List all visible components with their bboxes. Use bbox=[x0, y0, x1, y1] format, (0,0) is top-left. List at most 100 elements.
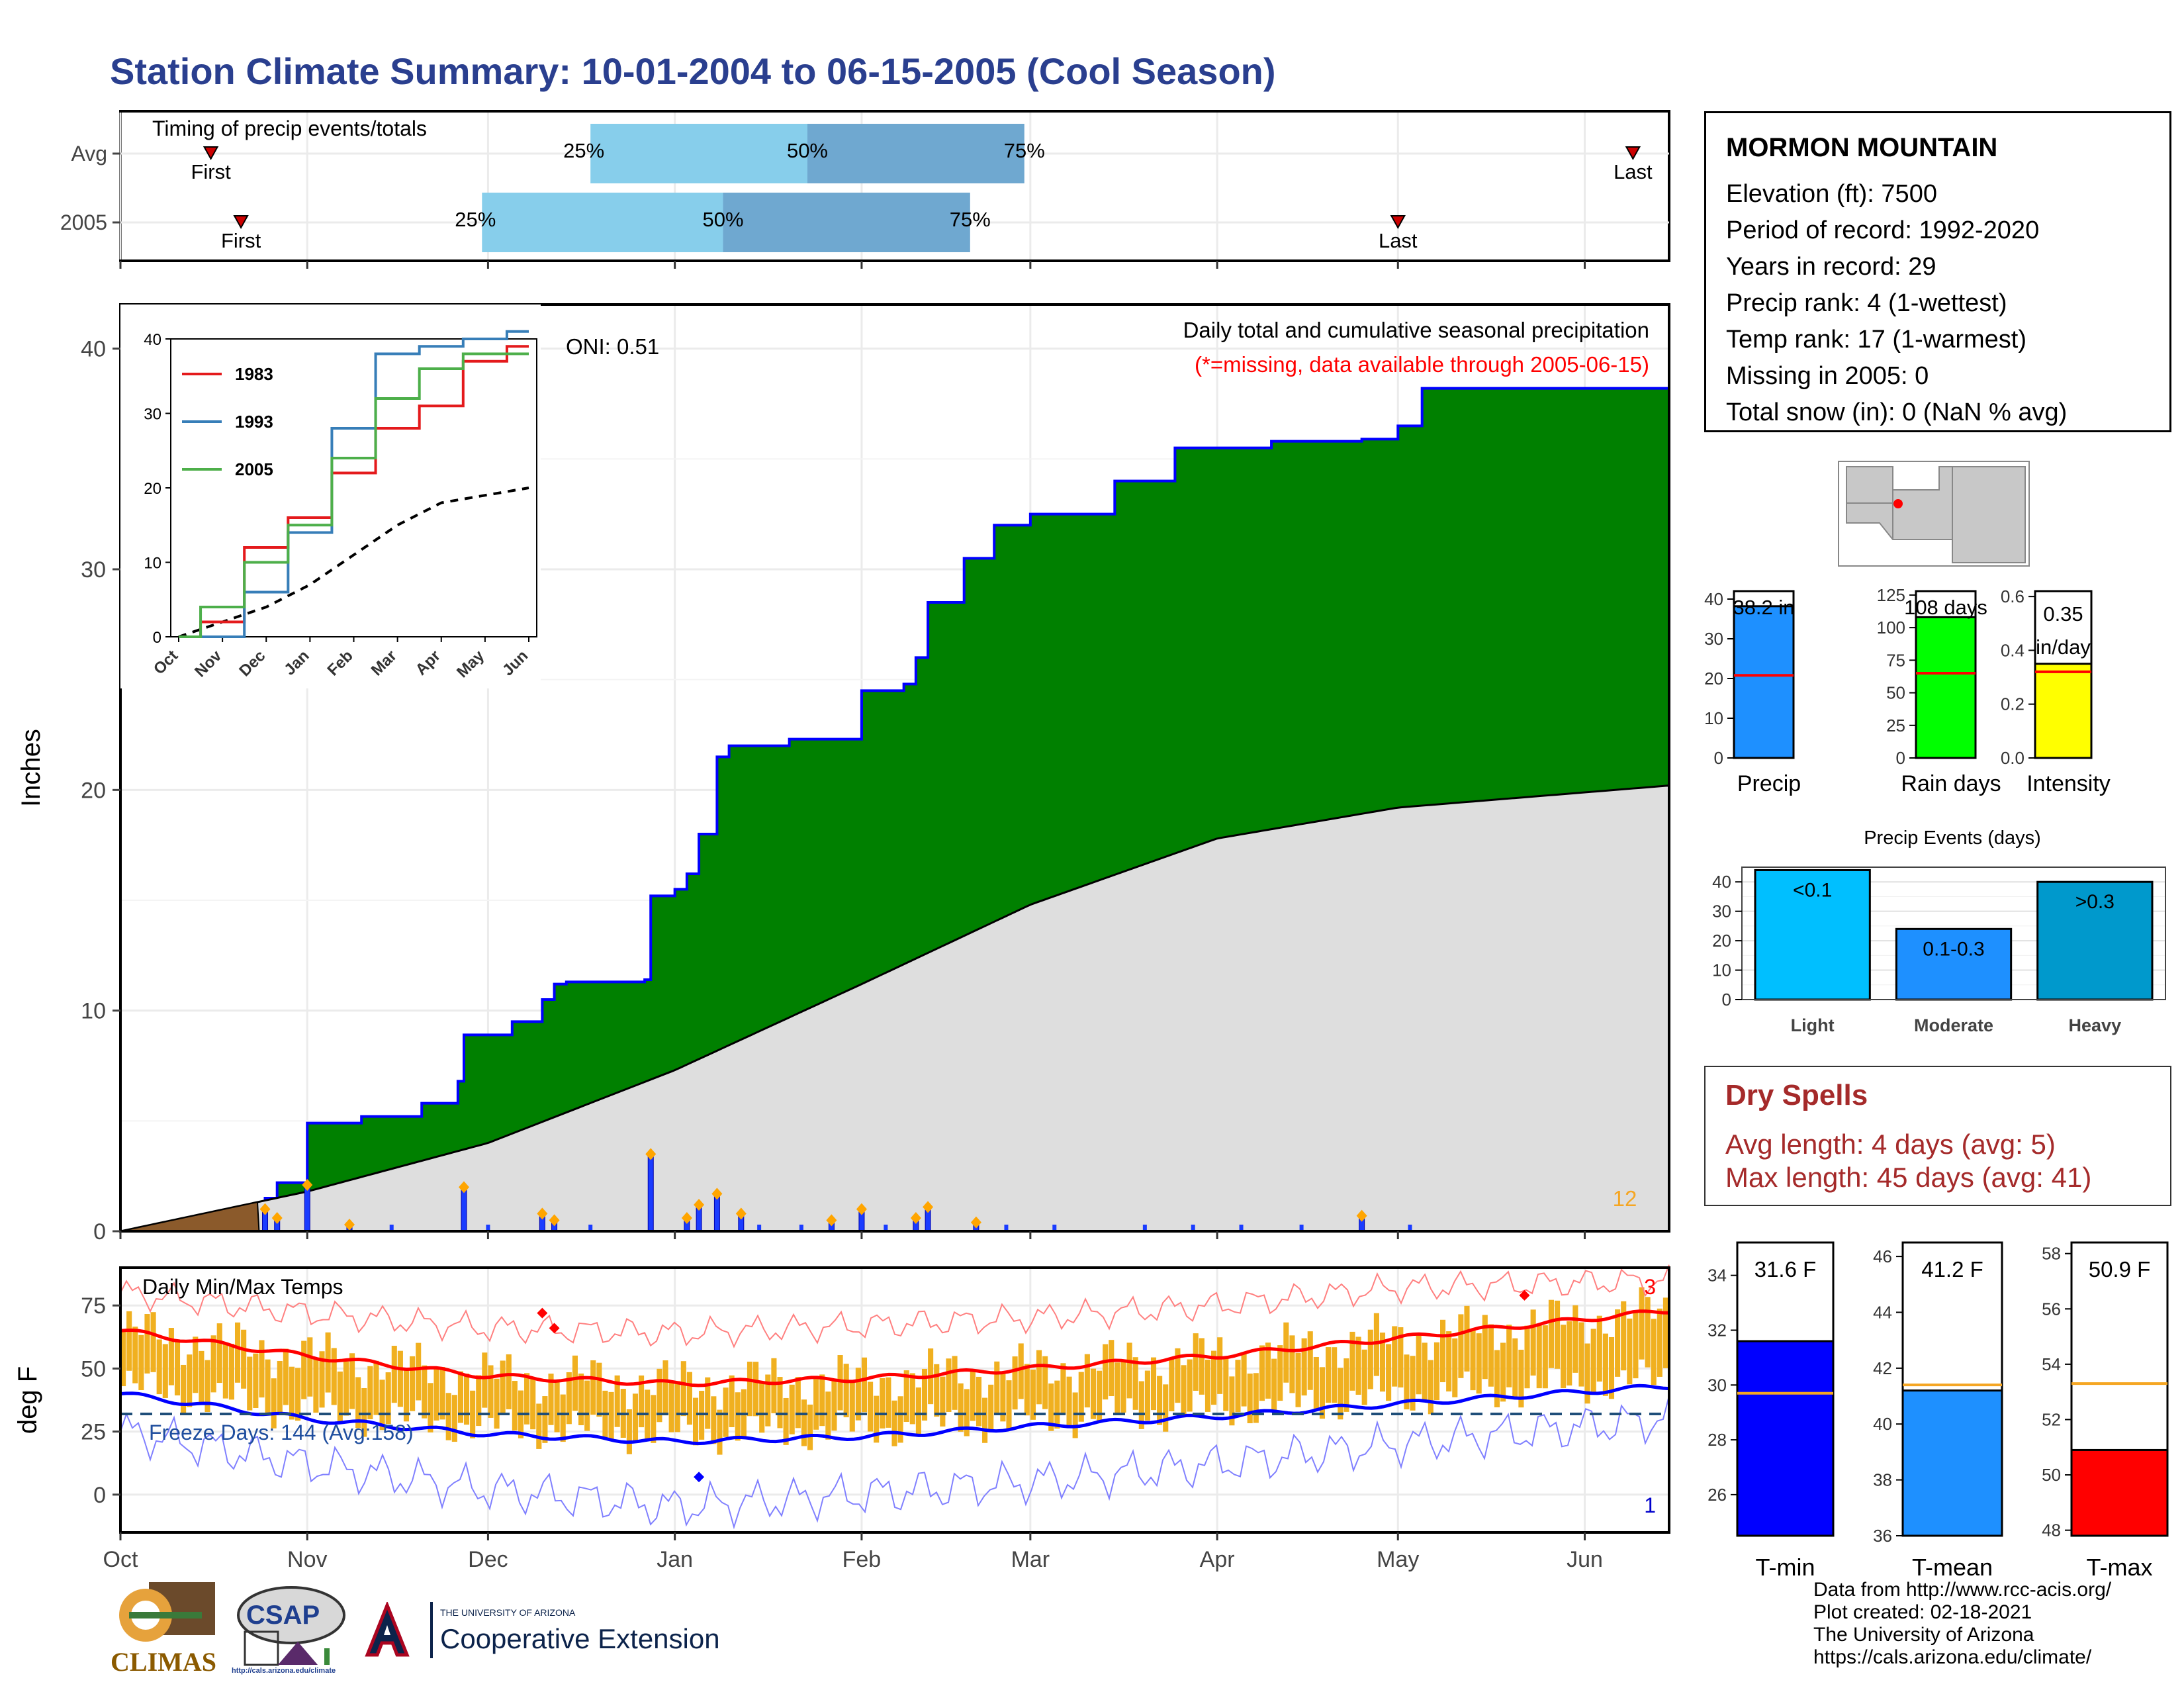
daily-temp-bar bbox=[1271, 1358, 1277, 1412]
daily-temp-bar bbox=[807, 1404, 813, 1450]
daily-temp-bar bbox=[1440, 1319, 1446, 1383]
daily-temp-bar bbox=[1132, 1357, 1138, 1410]
daily-temp-bar bbox=[385, 1372, 391, 1425]
event-count: 12 bbox=[1613, 1186, 1637, 1211]
daily-temp-bar bbox=[699, 1391, 705, 1440]
temp-summary-bar-T-max bbox=[2070, 1448, 2169, 1537]
daily-temp-bar bbox=[891, 1400, 897, 1446]
summary-ytick-label: 0.4 bbox=[2001, 640, 2025, 660]
daily-temp-bar bbox=[976, 1376, 982, 1427]
daily-temp-bar bbox=[120, 1331, 126, 1387]
daily-precip-marker bbox=[645, 1148, 657, 1160]
daily-temp-bar bbox=[1042, 1356, 1048, 1409]
average-cumulative-area bbox=[120, 784, 1670, 1233]
daily-temp-bar bbox=[289, 1366, 295, 1420]
daily-temp-bar bbox=[1518, 1349, 1524, 1408]
daily-temp-bar bbox=[1458, 1314, 1464, 1378]
dry-spells-title: Dry Spells bbox=[1725, 1079, 1868, 1111]
summary-ytick-label: 25 bbox=[1886, 716, 1905, 735]
daily-temp-bar bbox=[463, 1374, 470, 1425]
temp-ytick-label: 0 bbox=[93, 1483, 106, 1508]
precip-ytick-label: 10 bbox=[81, 999, 106, 1024]
daily-temp-bar bbox=[674, 1381, 680, 1432]
summary-value-label: 108 days bbox=[1904, 596, 1987, 619]
summary-ytick-label: 30 bbox=[1704, 629, 1723, 649]
daily-temp-bar bbox=[801, 1399, 807, 1446]
events-ytick-label: 10 bbox=[1712, 961, 1731, 980]
month-label: Nov bbox=[287, 1547, 327, 1572]
daily-temp-bar bbox=[668, 1381, 674, 1432]
daily-precip-marker bbox=[259, 1203, 271, 1215]
summary-ytick-label: 0.0 bbox=[2001, 748, 2025, 768]
avg-max-line bbox=[120, 1309, 1670, 1387]
daily-precip-bar bbox=[1052, 1225, 1057, 1231]
daily-temp-bar bbox=[1446, 1331, 1452, 1392]
daily-temp-bar bbox=[1572, 1305, 1578, 1373]
daily-temp-bar bbox=[216, 1323, 222, 1383]
temp-summary-label: T-mean bbox=[1912, 1554, 1993, 1581]
timing-bar-25-50 bbox=[590, 124, 807, 183]
temp-summary-ytick-label: 42 bbox=[1873, 1358, 1892, 1378]
daily-precip-bar bbox=[884, 1225, 888, 1231]
daily-temp-bar bbox=[439, 1367, 445, 1420]
temp-summary-bars: 26 28 30 32 34 31.6 F T-min 36 38 40 42 44 46 41.2 F T… bbox=[1707, 1241, 2169, 1581]
record-min-line bbox=[120, 1395, 1670, 1530]
temp-label: Daily Min/Max Temps bbox=[142, 1275, 343, 1299]
daily-temp-bar bbox=[210, 1335, 216, 1393]
daily-temp-bar bbox=[1548, 1299, 1555, 1368]
precip-ylabel: Inches bbox=[17, 729, 46, 807]
daily-temp-bar bbox=[596, 1362, 602, 1417]
daily-temp-bar bbox=[705, 1377, 711, 1429]
daily-temp-bar bbox=[283, 1348, 289, 1405]
daily-temp-bar bbox=[1633, 1311, 1639, 1379]
inset-ytick-label: 40 bbox=[144, 331, 161, 349]
summary-category-label: Rain days bbox=[1901, 771, 2001, 796]
csap-logo-text: CSAP bbox=[246, 1601, 320, 1630]
events-bar-Moderate bbox=[1895, 927, 2013, 1001]
daily-temp-bar bbox=[410, 1356, 416, 1411]
daily-temp-bar bbox=[861, 1357, 868, 1413]
daily-temp-bar bbox=[1433, 1342, 1440, 1401]
daily-temp-bar bbox=[193, 1336, 199, 1393]
daily-temp-bar bbox=[915, 1387, 921, 1436]
dry-max-length: Max length: 45 days (avg: 41) bbox=[1725, 1162, 2092, 1193]
ua-divider bbox=[430, 1602, 433, 1658]
daily-temp-bar bbox=[1602, 1333, 1608, 1396]
summary-category-label: Intensity bbox=[2026, 771, 2111, 796]
summary-ytick-label: 40 bbox=[1704, 589, 1723, 609]
daily-temp-bar bbox=[422, 1365, 428, 1419]
daily-precip-marker bbox=[458, 1181, 469, 1194]
daily-temp-bar bbox=[1567, 1321, 1572, 1385]
daily-temp-bar bbox=[1138, 1381, 1144, 1429]
timing-first-label: First bbox=[221, 229, 261, 252]
daily-temp-bar bbox=[855, 1368, 861, 1421]
timing-p25-label: 25% bbox=[563, 139, 604, 162]
timing-last-label: Last bbox=[1614, 160, 1653, 183]
daily-temp-bar bbox=[1530, 1309, 1536, 1376]
daily-temp-bar bbox=[548, 1374, 554, 1425]
daily-precip-bar bbox=[757, 1225, 762, 1231]
daily-temp-bar bbox=[783, 1397, 789, 1445]
timing-label: Timing of precip events/totals bbox=[152, 117, 427, 140]
daily-temp-bar bbox=[1223, 1358, 1229, 1411]
inset-legend-label: 1983 bbox=[235, 364, 273, 384]
temp-summary-label: T-min bbox=[1756, 1554, 1815, 1581]
daily-temp-bar bbox=[626, 1409, 632, 1454]
temp-summary-ytick-label: 44 bbox=[1873, 1302, 1892, 1322]
temp-summary-bar-T-mean bbox=[1901, 1389, 2003, 1537]
timing-bar-25-50 bbox=[482, 193, 723, 252]
daily-temp-bar bbox=[759, 1382, 765, 1433]
summary-value-unit: in/day bbox=[2036, 635, 2091, 659]
daily-temp-bar bbox=[234, 1322, 241, 1383]
daily-temp-bar bbox=[1584, 1343, 1590, 1404]
precip-panel: 0 10 20 30 40 Inches Daily total and cumulat… bbox=[17, 303, 1670, 1244]
month-label: Dec bbox=[468, 1547, 508, 1572]
inset-ytick-label: 0 bbox=[153, 629, 161, 647]
daily-temp-bar bbox=[1578, 1322, 1584, 1387]
events-category-label: Moderate bbox=[1914, 1015, 1993, 1035]
dry-avg-length: Avg length: 4 days (avg: 5) bbox=[1725, 1129, 2056, 1160]
daily-temp-bar bbox=[1561, 1325, 1567, 1389]
summary-ytick-label: 0 bbox=[1714, 748, 1723, 768]
daily-precip-marker bbox=[970, 1216, 981, 1229]
